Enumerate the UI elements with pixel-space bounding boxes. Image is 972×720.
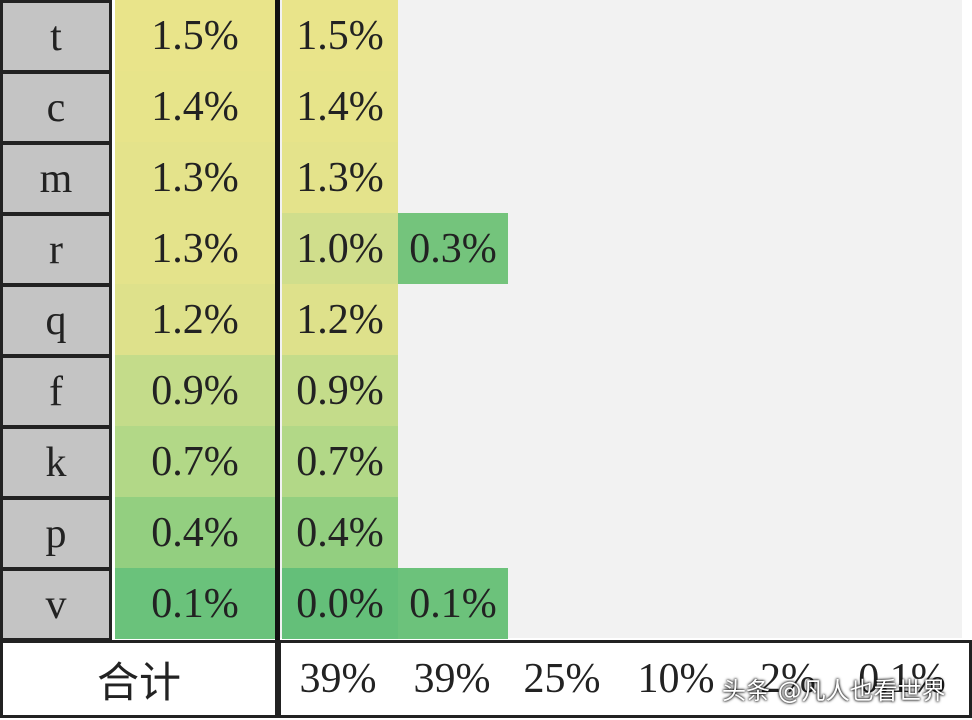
footer-value: 39% bbox=[299, 656, 377, 702]
row-label: m bbox=[0, 142, 112, 215]
value-cell: 0.9% bbox=[282, 355, 398, 426]
value-cell: 0.7% bbox=[282, 426, 398, 497]
footer-value: 2% bbox=[760, 656, 816, 702]
value-cell: 0.3% bbox=[398, 213, 508, 284]
divider bbox=[275, 0, 280, 716]
row-label: r bbox=[0, 213, 112, 286]
value-cell: 0.4% bbox=[282, 497, 398, 568]
footer-row bbox=[278, 640, 972, 718]
row-label: f bbox=[0, 355, 112, 428]
total-cell: 1.4% bbox=[115, 71, 275, 142]
value-cell: 1.4% bbox=[282, 71, 398, 142]
value-cell: 1.5% bbox=[282, 0, 398, 71]
row-label: v bbox=[0, 568, 112, 641]
row-label: c bbox=[0, 71, 112, 144]
total-cell: 0.9% bbox=[115, 355, 275, 426]
footer-value: 0.1% bbox=[858, 656, 946, 702]
total-cell: 1.5% bbox=[115, 0, 275, 71]
row-label: t bbox=[0, 0, 112, 73]
value-cell: 1.2% bbox=[282, 284, 398, 355]
value-cell: 0.0% bbox=[282, 568, 398, 639]
footer-value: 25% bbox=[523, 656, 601, 702]
footer-value: 10% bbox=[637, 656, 715, 702]
watermark: 头条 @凡人也看世界 bbox=[722, 676, 946, 705]
total-cell: 1.2% bbox=[115, 284, 275, 355]
row-label: q bbox=[0, 284, 112, 357]
total-cell: 0.1% bbox=[115, 568, 275, 639]
total-cell: 1.3% bbox=[115, 213, 275, 284]
value-cell: 0.1% bbox=[398, 568, 508, 639]
footer-label: 合计 bbox=[0, 640, 278, 718]
total-cell: 1.3% bbox=[115, 142, 275, 213]
row-label: p bbox=[0, 497, 112, 570]
total-cell: 0.4% bbox=[115, 497, 275, 568]
total-cell: 0.7% bbox=[115, 426, 275, 497]
row-label: k bbox=[0, 426, 112, 499]
value-cell: 1.3% bbox=[282, 142, 398, 213]
value-cell: 1.0% bbox=[282, 213, 398, 284]
footer-value: 39% bbox=[413, 656, 491, 702]
